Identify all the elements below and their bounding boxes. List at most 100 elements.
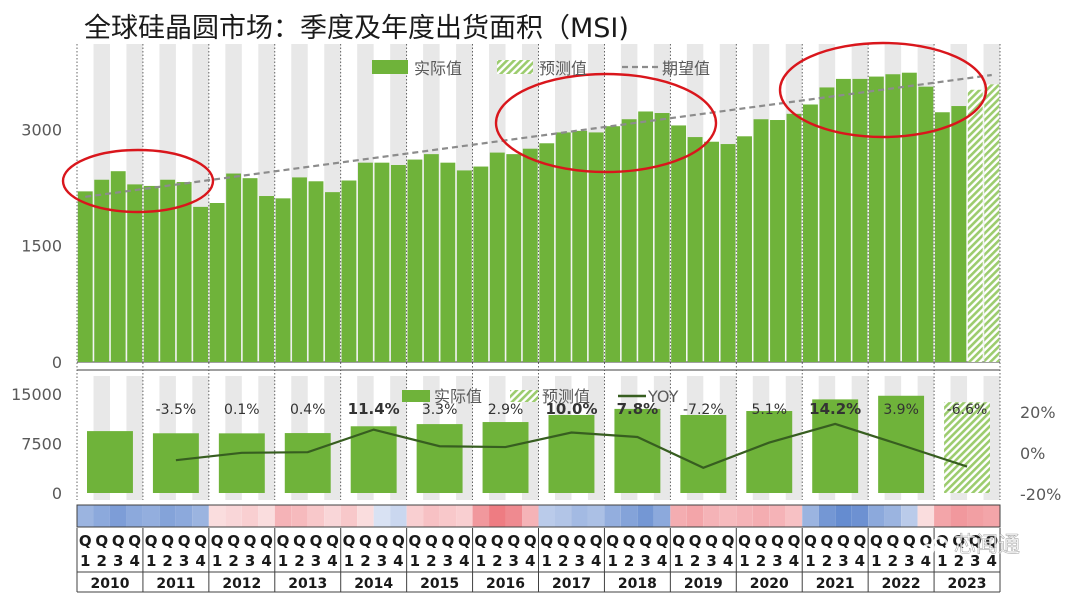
quarter-letter-label: Q <box>79 532 92 550</box>
quarter-letter-label: Q <box>244 532 257 550</box>
quarterly-bar <box>671 125 687 362</box>
highlight-ellipse <box>494 72 718 174</box>
heat-cell-bg <box>208 505 226 527</box>
quarter-number-label: 3 <box>377 552 387 570</box>
year-label: 2021 <box>816 576 855 592</box>
quarter-letter-label: Q <box>211 532 224 550</box>
quarter-letter-label: Q <box>425 532 438 550</box>
heat-cell <box>686 505 704 527</box>
heat-cell <box>291 505 308 527</box>
quarter-letter-label: Q <box>376 532 389 550</box>
year-label: 2012 <box>222 576 261 592</box>
quarter-number-label: 3 <box>838 552 848 570</box>
annual-bar <box>812 399 859 493</box>
quarter-number-label: 2 <box>492 552 502 570</box>
quarter-number-label: 1 <box>805 552 815 570</box>
quarter-letter-label: Q <box>507 532 520 550</box>
heat-cell <box>357 505 374 527</box>
quarter-number-label: 2 <box>888 552 898 570</box>
quarterly-bar <box>522 148 538 362</box>
annual-bar <box>87 431 133 493</box>
heat-cell <box>901 505 918 527</box>
quarter-number-label: 4 <box>723 552 733 570</box>
heat-cell-bg <box>340 505 358 527</box>
heat-cell <box>77 505 94 527</box>
heat-cell <box>769 505 786 527</box>
quarterly-bar <box>588 132 604 362</box>
quarterly-bar <box>94 179 110 362</box>
quarter-letter-label: Q <box>936 532 949 550</box>
quarter-letter-label: Q <box>639 532 652 550</box>
quarter-letter-label: Q <box>458 532 471 550</box>
quarterly-bar <box>193 206 209 362</box>
heat-cell-bg <box>736 505 753 527</box>
quarterly-bar <box>390 164 406 362</box>
quarter-number-label: 2 <box>624 552 634 570</box>
heat-cell-bg <box>439 505 457 527</box>
heat-cell <box>423 505 440 527</box>
year-label: 2013 <box>288 576 327 592</box>
heat-cell-bg <box>785 505 803 527</box>
heat-cell-bg <box>719 505 737 527</box>
quarter-letter-label: Q <box>277 532 290 550</box>
heat-cell-bg <box>554 505 572 527</box>
quarter-letter-label: Q <box>359 532 372 550</box>
heat-cell <box>983 505 1000 527</box>
quarter-number-label: 3 <box>772 552 782 570</box>
quarter-number-label: 1 <box>542 552 552 570</box>
quarterly-bar <box>341 180 357 362</box>
quarter-number-label: 2 <box>690 552 700 570</box>
yoy-data-label: 7.8% <box>617 400 659 418</box>
heat-cell <box>472 505 490 527</box>
annual-y-tick-label: 15000 <box>11 385 62 404</box>
heat-cell-bg <box>538 505 555 527</box>
year-label: 2019 <box>684 576 723 592</box>
quarter-number-label: 3 <box>970 552 980 570</box>
quarterly-bar <box>275 198 291 362</box>
quarter-number-label: 1 <box>871 552 881 570</box>
heat-cell <box>208 505 226 527</box>
heat-cell <box>637 505 654 527</box>
heat-cell-bg <box>917 505 935 527</box>
quarterly-bar <box>951 106 967 362</box>
quarter-letter-label: Q <box>590 532 603 550</box>
quarter-number-label: 2 <box>756 552 766 570</box>
annual-legend-actual-label: 实际值 <box>434 387 482 406</box>
legend-actual-label: 实际值 <box>414 59 462 78</box>
heat-cell <box>456 505 473 527</box>
annual-legend-actual-swatch <box>402 390 430 402</box>
heat-cell-bg <box>241 505 259 527</box>
quarterly-bar <box>110 171 126 362</box>
quarter-letter-label: Q <box>343 532 356 550</box>
heat-cell <box>703 505 720 527</box>
quarter-letter-label: Q <box>260 532 273 550</box>
heat-cell <box>604 505 621 527</box>
quarterly-bar <box>489 152 505 362</box>
quarter-letter-label: Q <box>738 532 751 550</box>
quarter-letter-label: Q <box>722 532 735 550</box>
quarterly-bar <box>918 86 934 362</box>
year-label: 2020 <box>750 576 789 592</box>
heat-cell-bg <box>901 505 918 527</box>
quarter-letter-label: Q <box>112 532 125 550</box>
annual-forecast-bar <box>944 402 990 493</box>
annual-bar <box>152 433 199 493</box>
quarter-number-label: 1 <box>673 552 683 570</box>
annual-bar <box>680 414 727 493</box>
quarter-number-label: 4 <box>129 552 139 570</box>
quarter-letter-label: Q <box>985 532 998 550</box>
heat-cell <box>307 505 325 527</box>
heat-cell <box>967 505 984 527</box>
yoy-data-label: 3.9% <box>883 402 919 418</box>
heat-cell-bg <box>390 505 407 527</box>
quarter-number-label: 3 <box>443 552 453 570</box>
quarter-letter-label: Q <box>919 532 932 550</box>
heat-cell <box>868 505 885 527</box>
quarter-number-label: 4 <box>921 552 931 570</box>
heat-cell-bg <box>522 505 539 527</box>
yoy-data-label: -3.5% <box>156 402 197 418</box>
annual-legend-forecast-label: 预测值 <box>542 387 590 406</box>
quarter-letter-label: Q <box>227 532 240 550</box>
quarter-number-label: 1 <box>344 552 354 570</box>
quarter-letter-label: Q <box>161 532 174 550</box>
